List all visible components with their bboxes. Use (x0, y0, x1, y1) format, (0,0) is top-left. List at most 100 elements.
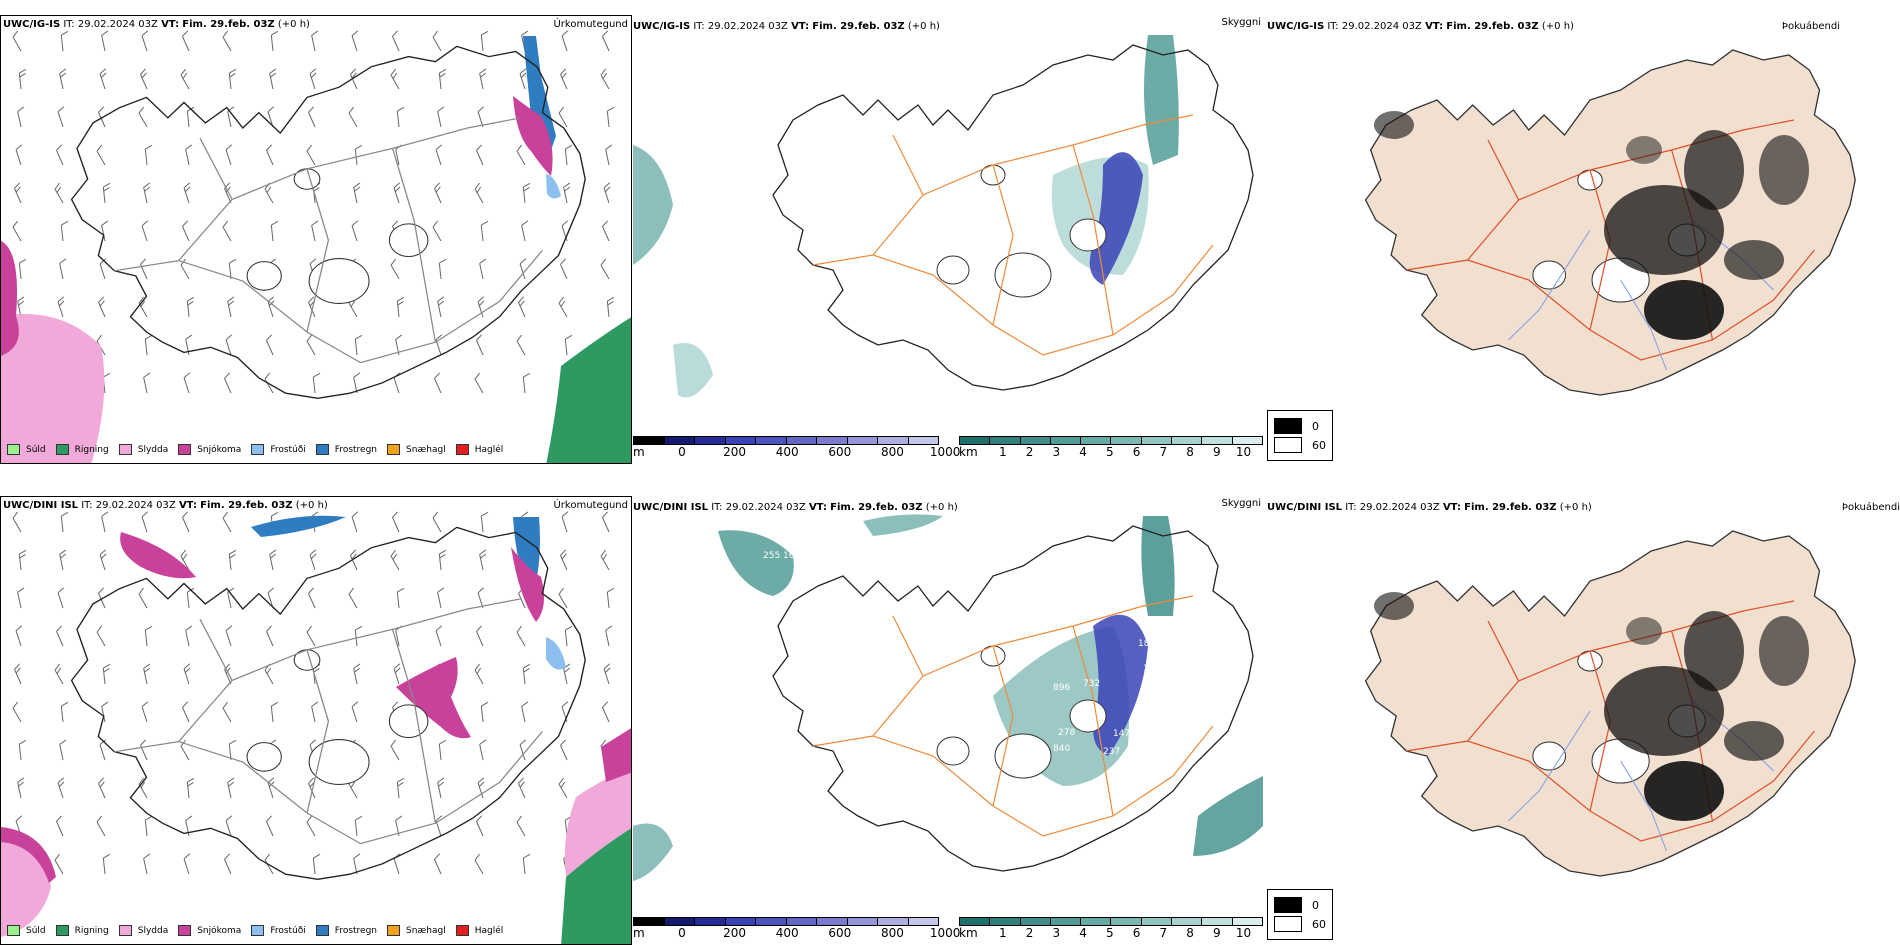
wind-barb (351, 220, 359, 242)
fog-index-patch (1724, 240, 1784, 280)
lead-time: (+0 h) (1559, 502, 1592, 513)
wind-barb (57, 777, 65, 799)
wind-barb (560, 258, 568, 280)
snow-area-west (1, 241, 19, 356)
scale-tick: 10 (1235, 445, 1252, 459)
wind-barb (516, 334, 526, 356)
wind-barb (477, 587, 485, 609)
wind-barb (348, 106, 358, 128)
wind-barb (12, 30, 22, 52)
wind-barb (353, 182, 361, 204)
wind-barb (56, 625, 64, 647)
wind-barb (225, 815, 233, 837)
scale-tick: 9 (1212, 926, 1221, 940)
wind-barb (521, 220, 529, 242)
legend-label: Snæhagl (406, 444, 446, 455)
wind-barb (138, 296, 148, 318)
wind-barb (101, 30, 109, 52)
scale-tick: 3 (1052, 926, 1061, 940)
issue-time: IT: 29.02.2024 03Z (81, 500, 176, 511)
scale-swatch (847, 918, 878, 925)
scale-tick: 3 (1052, 445, 1061, 459)
fog-header: UWC/DINI ISL IT: 29.02.2024 03Z VT: Fim.… (1267, 502, 1592, 513)
valid-label: VT: (1442, 502, 1461, 513)
wind-barb (476, 625, 484, 647)
wind-barb (183, 182, 191, 204)
precip-map-bottom (1, 511, 631, 944)
wind-barb (522, 853, 531, 875)
wind-barb (17, 296, 25, 318)
wind-barb (60, 701, 69, 723)
wind-barb (264, 372, 274, 394)
wind-barb (228, 258, 237, 280)
wind-barb (141, 701, 149, 723)
scale-unit: km (959, 445, 978, 459)
wind-barb (267, 106, 275, 128)
wind-barb (518, 296, 526, 318)
scale-tick: 8 (1186, 926, 1194, 940)
visibility-bar (959, 436, 1263, 445)
wind-barb (144, 625, 153, 647)
wind-barb (516, 144, 526, 166)
glacier-outline (994, 252, 1052, 298)
wind-barb (185, 625, 193, 647)
visibility-ticks: km 1 2 3 4 5 6 7 8 9 10 (959, 926, 1263, 940)
scale-tick: 1000 (929, 926, 961, 940)
wind-barb (267, 587, 275, 609)
fog-title: Þokuábendi (1781, 21, 1840, 32)
lead-time: (+0 h) (925, 502, 958, 513)
scale-unit: km (959, 926, 978, 940)
scale-tick: 4 (1079, 445, 1087, 459)
wind-barb (308, 587, 316, 609)
iceland-coastline (70, 526, 586, 880)
wind-barb (480, 30, 489, 52)
wind-barb (222, 511, 232, 533)
wind-barb (12, 511, 22, 533)
wind-barb (306, 815, 316, 837)
wind-barb (353, 663, 361, 685)
wind-barb (60, 511, 69, 533)
scale-swatch (878, 918, 909, 925)
glacier-outline (936, 255, 970, 285)
fog-legend-label: 0 (1312, 898, 1319, 912)
legend-swatch (178, 925, 192, 936)
wind-barb (600, 549, 610, 571)
wind-barb (269, 549, 277, 571)
wind-barb (99, 739, 107, 761)
precip-legend-item: Súld (7, 444, 46, 455)
issue-time: IT: 29.02.2024 03Z (711, 502, 806, 513)
scale-swatch (725, 918, 756, 925)
wind-barb (350, 68, 358, 90)
frost-rain-area (523, 36, 556, 156)
wind-barb (180, 68, 190, 90)
precip-map-top (1, 30, 631, 463)
wind-barb (516, 625, 526, 647)
wind-barb (57, 587, 65, 609)
wind-barb (56, 815, 64, 837)
wind-barb (558, 106, 568, 128)
wind-barb (222, 701, 232, 723)
wind-barb (270, 701, 279, 723)
fog-legend-item: 0 (1274, 418, 1326, 434)
wind-barb (438, 68, 447, 90)
cloud-base-bar (633, 917, 939, 926)
valid-label: VT: (161, 19, 180, 30)
wind-barb (182, 511, 190, 533)
wind-barb (560, 739, 568, 761)
wind-barb (390, 68, 400, 90)
wind-barb (224, 372, 232, 394)
cloud-base-area (1089, 152, 1143, 285)
wind-barb (141, 30, 149, 52)
snow-area-east-coast (601, 728, 631, 782)
wind-barb (228, 739, 237, 761)
wind-barb (138, 106, 148, 128)
scale-tick: 1 (998, 926, 1007, 940)
visibility-area-nw (718, 530, 794, 596)
scale-tick: 7 (1159, 445, 1168, 459)
precip-legend-item: Snjókoma (178, 444, 241, 455)
wind-barb (564, 144, 573, 166)
wind-barb (434, 853, 442, 875)
wind-barb (138, 587, 148, 609)
wind-barb (311, 220, 319, 242)
scale-unit: m (633, 445, 645, 459)
